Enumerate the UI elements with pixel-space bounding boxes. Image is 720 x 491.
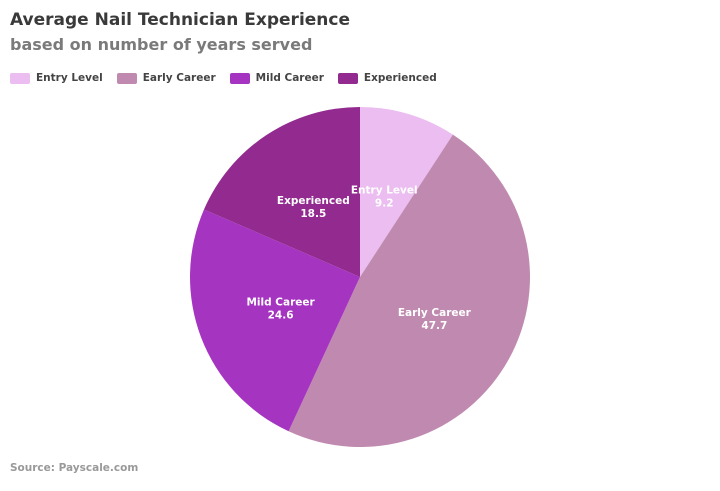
pie-slice-mild-career [190, 209, 360, 432]
slice-value-label: 24.6 [268, 309, 294, 321]
legend-swatch [229, 72, 250, 84]
chart-subtitle: based on number of years served [10, 35, 313, 54]
legend-label: Experienced [363, 72, 437, 84]
pie-slice-experienced [203, 106, 360, 277]
slice-label: Mild Career [246, 296, 315, 308]
legend-item: Experienced [337, 72, 437, 84]
legend-item: Early Career [116, 72, 216, 84]
slice-value-label: 47.7 [421, 320, 447, 332]
slice-label: Early Career [398, 307, 472, 319]
pie-slice-early-career [288, 134, 530, 447]
chart-title: Average Nail Technician Experience [10, 10, 351, 30]
legend-item: Entry Level [10, 72, 103, 84]
legend: Entry Level Early Career Mild Career Experi… [10, 72, 437, 84]
slice-value-label: 9.2 [375, 198, 394, 210]
legend-swatch [10, 72, 30, 84]
slice-label: Experienced [277, 195, 350, 207]
legend-label: Mild Career [255, 72, 324, 84]
slice-value-label: 18.5 [300, 208, 326, 220]
slice-label: Entry Level [351, 185, 418, 197]
source-note: Source: Payscale.com [10, 462, 139, 474]
legend-label: Early Career [142, 72, 216, 84]
legend-swatch [337, 72, 358, 84]
legend-label: Entry Level [36, 72, 103, 84]
legend-item: Mild Career [229, 72, 324, 84]
pie-slice-entry-level [360, 107, 453, 277]
legend-swatch [116, 72, 137, 84]
